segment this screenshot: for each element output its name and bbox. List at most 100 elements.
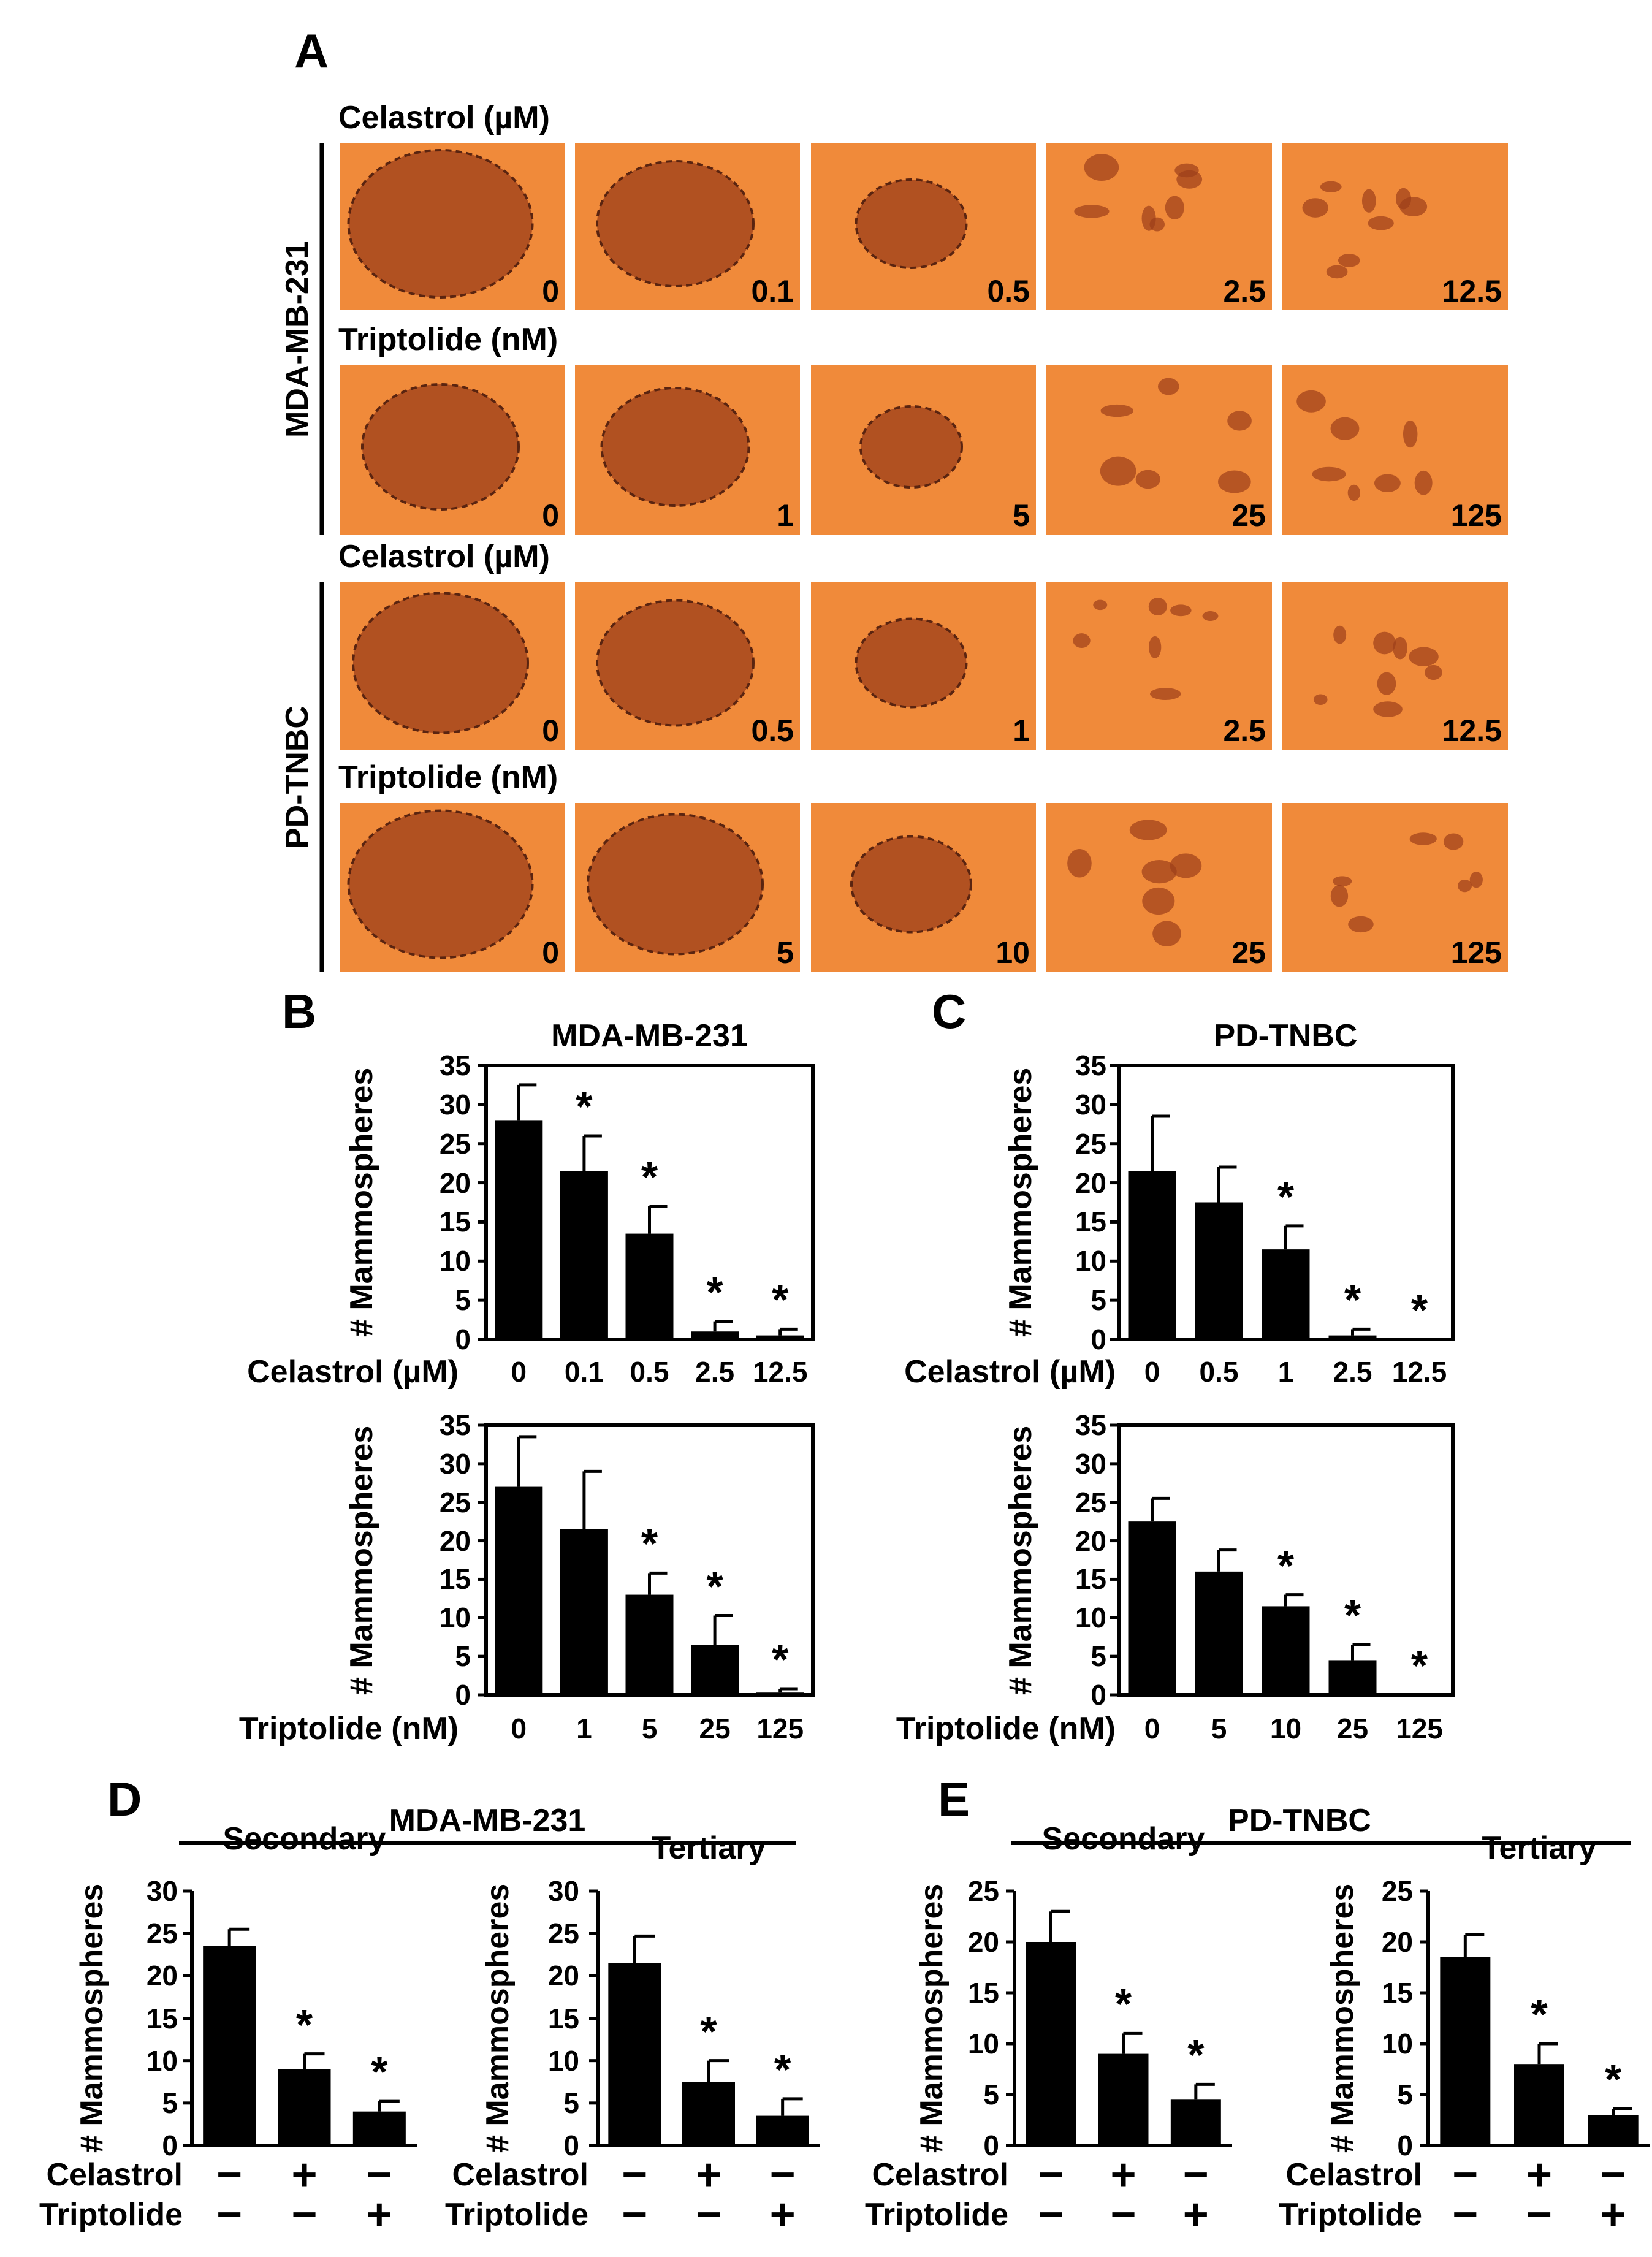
y-axis-label: # Mammospheres <box>1003 1425 1038 1695</box>
y-tick-label: 30 <box>439 1447 471 1480</box>
y-tick-label: 35 <box>1075 1409 1106 1441</box>
panel-a-dose-label: 2.5 <box>1223 714 1266 748</box>
cell-cluster <box>1338 254 1360 267</box>
x-axis-label: Triptolide (nM) <box>896 1711 1116 1746</box>
y-tick-label: 15 <box>1075 1563 1106 1596</box>
mammosphere-edge <box>596 599 755 727</box>
y-tick-label: 20 <box>967 1926 999 1958</box>
panel-a-dose-label: 0 <box>542 274 559 308</box>
bar <box>1328 1335 1377 1339</box>
cell-cluster <box>1129 820 1167 840</box>
x-tick-label: 12.5 <box>1391 1356 1447 1388</box>
cell-cluster <box>1067 849 1092 878</box>
y-axis-label: # Mammospheres <box>344 1425 379 1695</box>
y-tick-label: 20 <box>439 1524 471 1557</box>
x-axis-label: Triptolide (nM) <box>238 1711 459 1746</box>
y-tick-label: 10 <box>146 2044 178 2077</box>
x-tick-label: 10 <box>1269 1713 1302 1745</box>
cell-cluster <box>1149 636 1162 658</box>
treatment-row-label: Celastrol <box>46 2157 183 2193</box>
cell-cluster <box>1073 633 1091 648</box>
y-tick-label: 0 <box>455 1679 471 1711</box>
x-tick-label: 12.5 <box>752 1356 808 1388</box>
bar <box>560 1171 608 1339</box>
panel-a-drug-label: Celastrol (µM) <box>338 100 550 135</box>
cell-cluster <box>1320 181 1342 192</box>
y-tick-label: 0 <box>455 1323 471 1355</box>
cell-cluster <box>1313 694 1328 706</box>
y-tick-label: 25 <box>146 1917 178 1950</box>
panel-a-drug-label: Triptolide (nM) <box>338 759 558 795</box>
mammosphere-edge <box>347 809 534 959</box>
panel-a-dose-label: 5 <box>1013 498 1030 533</box>
cell-cluster <box>1170 604 1192 617</box>
chart-title: Secondary <box>223 1821 386 1857</box>
cell-cluster <box>1348 916 1374 933</box>
cell-cluster <box>1399 197 1428 217</box>
mammosphere <box>601 388 749 506</box>
y-tick-label: 15 <box>967 1977 999 2009</box>
y-tick-label: 15 <box>1381 1977 1413 2009</box>
significance-asterisk: * <box>641 1520 658 1568</box>
x-tick-label: 0.1 <box>564 1356 604 1388</box>
treatment-sign: − <box>1038 2190 1064 2239</box>
bar <box>1195 1202 1243 1339</box>
y-tick-label: 30 <box>1075 1088 1106 1121</box>
cell-cluster <box>1302 198 1328 218</box>
treatment-sign: + <box>769 2190 796 2239</box>
panel-b-letter: B <box>282 984 317 1038</box>
bar <box>691 1331 739 1339</box>
y-tick-label: 25 <box>439 1127 471 1160</box>
x-axis-label: Celastrol (µM) <box>904 1354 1116 1390</box>
chart-title: MDA-MB-231 <box>551 1018 748 1054</box>
panel-d-letter: D <box>107 1772 142 1826</box>
panel-a-drug-label: Celastrol (µM) <box>338 539 550 574</box>
x-tick-label: 1 <box>576 1713 592 1745</box>
x-tick-label: 0 <box>511 1356 527 1388</box>
y-tick-label: 25 <box>967 1875 999 1907</box>
cell-cluster <box>1374 474 1401 492</box>
micrograph-tile <box>1282 143 1508 310</box>
y-tick-label: 5 <box>563 2087 579 2119</box>
significance-asterisk: * <box>1531 1990 1548 2038</box>
panel-a-cell-line-label: PD-TNBC <box>280 705 315 849</box>
x-tick-label: 0 <box>511 1713 527 1745</box>
y-tick-label: 5 <box>162 2087 178 2119</box>
y-tick-label: 35 <box>439 1049 471 1081</box>
panel-a-dose-label: 10 <box>995 935 1030 970</box>
y-tick-label: 5 <box>455 1284 471 1317</box>
y-tick-label: 20 <box>1075 1167 1106 1199</box>
x-tick-label: 25 <box>699 1713 731 1745</box>
mammosphere <box>856 180 967 268</box>
bar <box>625 1233 674 1339</box>
bar <box>1170 2099 1221 2145</box>
y-tick-label: 15 <box>547 2002 579 2034</box>
treatment-sign: + <box>1600 2190 1626 2239</box>
y-tick-label: 5 <box>1091 1640 1106 1673</box>
bar <box>278 2069 331 2145</box>
mammosphere-edge <box>596 160 755 287</box>
bar <box>756 1335 804 1339</box>
panel-a-letter: A <box>294 24 329 78</box>
y-tick-label: 25 <box>439 1486 471 1518</box>
y-axis-label: # Mammospheres <box>480 1883 516 2153</box>
panel-e-header: PD-TNBC <box>1228 1803 1371 1838</box>
treatment-row-label: Triptolide <box>1279 2197 1422 2232</box>
cell-cluster <box>1148 598 1167 615</box>
y-tick-label: 5 <box>1091 1284 1106 1317</box>
bar <box>756 2115 809 2145</box>
treatment-sign: − <box>1038 2150 1064 2199</box>
bar <box>1128 1171 1176 1339</box>
significance-asterisk: * <box>1187 2031 1205 2079</box>
bar <box>560 1529 608 1695</box>
significance-asterisk: * <box>772 1276 789 1324</box>
treatment-sign: − <box>1526 2190 1553 2239</box>
mammosphere <box>348 810 533 958</box>
cell-cluster <box>1141 205 1156 231</box>
significance-asterisk: * <box>1410 1286 1428 1334</box>
y-tick-label: 15 <box>146 2002 178 2034</box>
bar <box>625 1594 674 1695</box>
y-tick-label: 20 <box>547 1960 579 1992</box>
